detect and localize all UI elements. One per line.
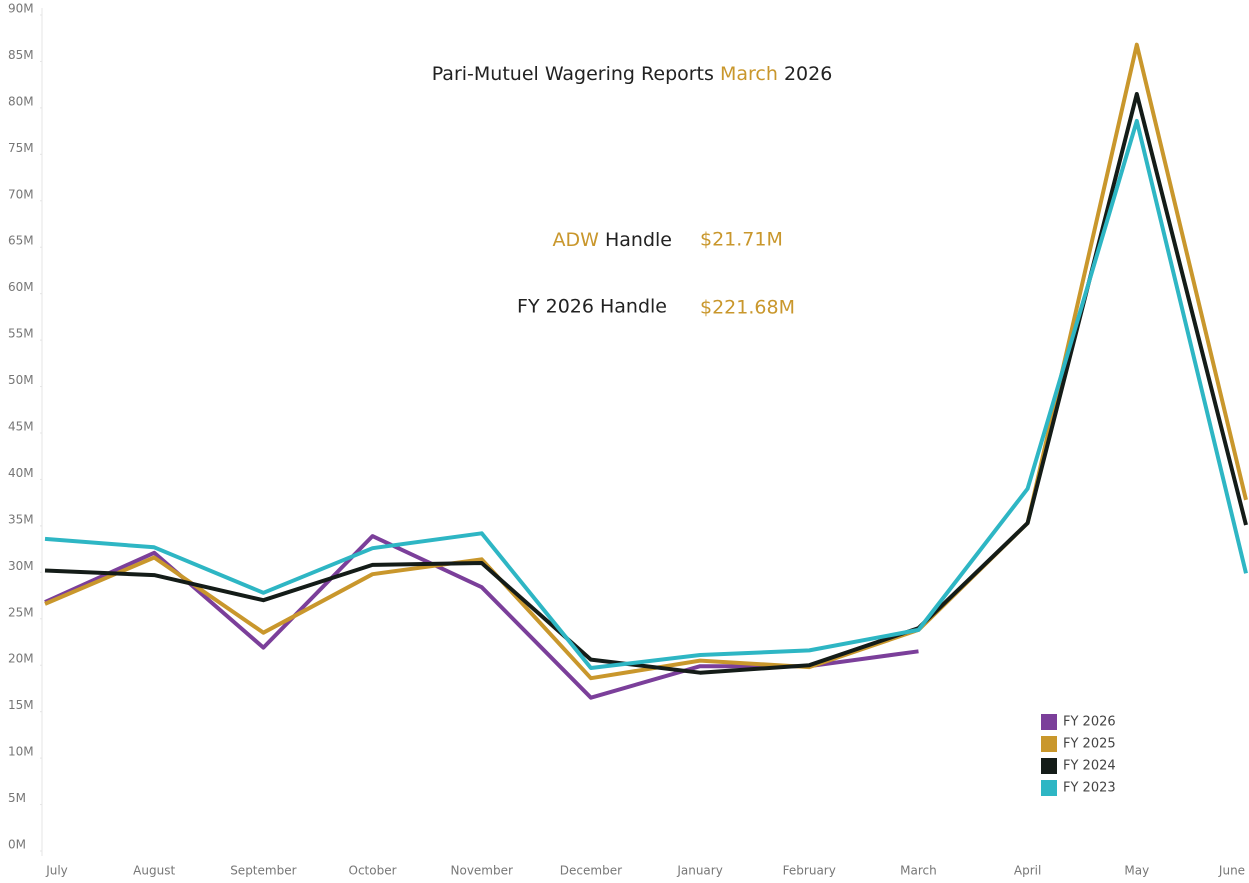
- y-tick-label: 10M: [8, 745, 34, 759]
- x-tick-label: January: [676, 864, 723, 878]
- annotation-part: Handle: [605, 229, 672, 251]
- y-tick-label: 45M: [8, 420, 34, 434]
- y-tick-label: 15M: [8, 698, 34, 712]
- y-tick-label: 80M: [8, 94, 34, 108]
- y-tick-label: 25M: [8, 605, 34, 619]
- x-tick-label: November: [451, 864, 513, 878]
- series-line: [44, 92, 1248, 675]
- legend-label: FY 2024: [1063, 759, 1116, 774]
- title-part: Pari-Mutuel Wagering Reports: [432, 63, 714, 85]
- y-tick-label: 40M: [8, 466, 34, 480]
- legend-label: FY 2023: [1063, 781, 1116, 796]
- annotation-value: $221.68M: [700, 297, 795, 319]
- y-tick-label: 70M: [8, 187, 34, 201]
- annotation-accent: ADW: [553, 229, 600, 251]
- legend-swatch: [1041, 758, 1057, 774]
- y-tick-label: 35M: [8, 512, 34, 526]
- x-tick-label: July: [45, 864, 68, 878]
- annotation-label: FY 2026 Handle: [517, 296, 667, 318]
- y-tick-label: 50M: [8, 373, 34, 387]
- legend-swatch: [1041, 780, 1057, 796]
- x-tick-label: December: [560, 864, 622, 878]
- annotation-value: $21.71M: [700, 229, 783, 251]
- y-tick-label: 5M: [8, 791, 26, 805]
- x-tick-label: February: [783, 864, 836, 878]
- y-tick-label: 55M: [8, 327, 34, 341]
- legend-swatch: [1041, 736, 1057, 752]
- title-part: 2026: [784, 63, 832, 85]
- annotation-label: ADW Handle: [553, 229, 672, 251]
- x-tick-label: September: [230, 864, 296, 878]
- y-tick-label: 20M: [8, 652, 34, 666]
- series-line: [44, 118, 1248, 670]
- y-tick-label: 60M: [8, 280, 34, 294]
- y-tick-label: 65M: [8, 234, 34, 248]
- y-tick-label: 90M: [8, 2, 34, 16]
- y-tick-label: 75M: [8, 141, 34, 155]
- legend-swatch: [1041, 714, 1057, 730]
- x-tick-label: June: [1218, 864, 1245, 878]
- legend-label: FY 2026: [1063, 715, 1116, 730]
- x-tick-label: October: [349, 864, 397, 878]
- x-tick-label: May: [1124, 864, 1149, 878]
- x-tick-label: April: [1014, 864, 1041, 878]
- x-tick-label: August: [133, 864, 175, 878]
- legend-label: FY 2025: [1063, 737, 1116, 752]
- chart-title: Pari-Mutuel Wagering Reports March 2026: [432, 63, 833, 85]
- y-tick-label: 85M: [8, 48, 34, 62]
- y-tick-label: 30M: [8, 559, 34, 573]
- title-accent: March: [720, 63, 778, 85]
- series-line: [44, 42, 1248, 681]
- y-tick-label: 0M: [8, 838, 26, 852]
- x-tick-label: March: [900, 864, 937, 878]
